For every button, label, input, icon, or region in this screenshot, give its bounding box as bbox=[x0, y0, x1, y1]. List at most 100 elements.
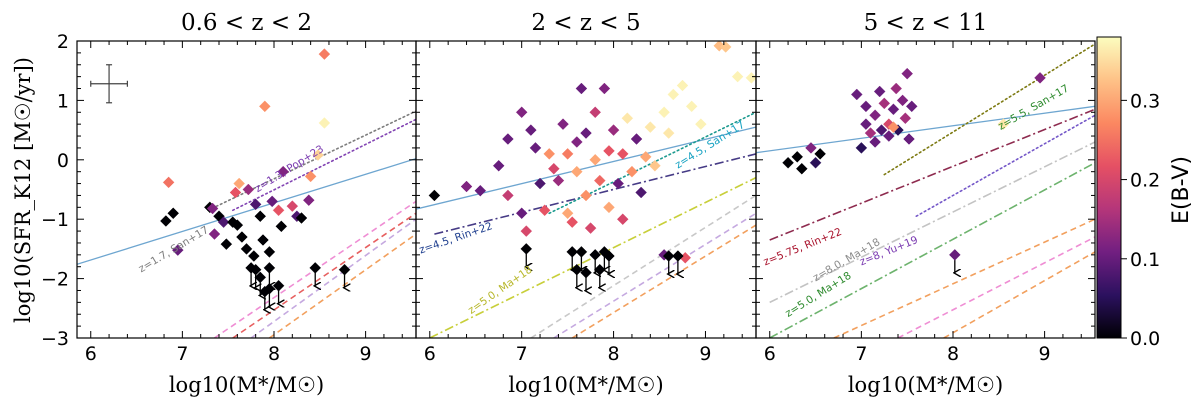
data-point bbox=[220, 238, 233, 250]
data-point bbox=[303, 194, 315, 206]
data-point bbox=[644, 121, 657, 133]
data-point bbox=[248, 250, 260, 262]
x-axis-label: log10(M*/M☉) bbox=[508, 373, 663, 397]
relation-line-1 bbox=[77, 157, 416, 265]
data-point bbox=[525, 124, 537, 136]
x-tick-label: 7 bbox=[516, 343, 528, 365]
data-point bbox=[685, 100, 698, 113]
data-point bbox=[713, 41, 726, 52]
relation-line-2 bbox=[883, 43, 1095, 176]
data-point bbox=[571, 165, 583, 178]
data-point bbox=[814, 148, 826, 160]
x-tick-label: 7 bbox=[855, 343, 867, 365]
panel-3: z=5.5, San+17z=5.75, Rin+22 z=8, Yu+19z=8… bbox=[755, 10, 1096, 397]
relation-line-4 bbox=[769, 108, 1095, 241]
data-point bbox=[580, 127, 592, 139]
colorbar-tick-label: 0.0 bbox=[1130, 328, 1160, 350]
data-point bbox=[905, 100, 918, 113]
data-point bbox=[598, 82, 611, 95]
panel-title: 0.6 < z < 2 bbox=[181, 10, 312, 36]
data-point bbox=[878, 97, 891, 110]
y-tick-label: −1 bbox=[41, 209, 69, 231]
data-point bbox=[616, 148, 629, 160]
relation-line-5 bbox=[530, 194, 756, 338]
x-tick-label: 8 bbox=[268, 343, 280, 365]
tick-marks bbox=[77, 40, 416, 339]
y-tick-label: −3 bbox=[41, 328, 69, 350]
upper-limit-point bbox=[263, 262, 276, 274]
x-tick-label: 6 bbox=[85, 343, 97, 365]
panel-2: z=4.5, Rin+22z=4.5, San+17z=5.0, Ma+18 6 7… bbox=[415, 10, 757, 397]
data-point bbox=[162, 176, 175, 189]
x-tick-label: 6 bbox=[764, 343, 776, 365]
data-point bbox=[515, 207, 528, 220]
data-point bbox=[236, 231, 248, 243]
data-point bbox=[552, 174, 565, 187]
data-point bbox=[233, 177, 245, 190]
x-tick-label: 6 bbox=[424, 343, 436, 365]
data-point bbox=[594, 174, 606, 187]
data-point bbox=[304, 170, 317, 183]
data-point bbox=[520, 225, 533, 237]
data-point bbox=[561, 148, 574, 160]
data-point bbox=[791, 151, 804, 163]
data-point bbox=[630, 133, 643, 145]
relation-line-2 bbox=[434, 153, 756, 235]
data-point bbox=[719, 41, 732, 53]
data-point bbox=[543, 148, 556, 160]
panel-title: 2 < z < 5 bbox=[531, 10, 640, 36]
data-point bbox=[529, 142, 542, 154]
data-point bbox=[603, 201, 615, 214]
data-point bbox=[208, 228, 221, 240]
data-point bbox=[584, 222, 597, 234]
upper-limit-point bbox=[263, 282, 276, 295]
data-point bbox=[658, 106, 670, 119]
relation-line-8 bbox=[897, 236, 1095, 338]
data-point bbox=[997, 118, 1010, 130]
data-point bbox=[561, 207, 574, 220]
data-point bbox=[240, 243, 253, 255]
data-point bbox=[277, 165, 289, 178]
panel-frame bbox=[755, 40, 1096, 339]
data-point bbox=[515, 106, 528, 119]
data-point bbox=[612, 177, 624, 190]
data-point bbox=[667, 88, 680, 101]
colorbar-tick-label: 0.1 bbox=[1130, 249, 1160, 271]
upper-limit-point bbox=[672, 250, 684, 262]
line-annotation: z=4.5, Rin+22 bbox=[418, 220, 494, 256]
data-point bbox=[809, 156, 822, 169]
upper-limit-point bbox=[580, 266, 592, 279]
data-point bbox=[860, 100, 872, 113]
data-point bbox=[649, 159, 661, 172]
data-point bbox=[286, 200, 299, 212]
data-point bbox=[318, 117, 331, 129]
data-point bbox=[796, 162, 808, 175]
data-point bbox=[875, 124, 888, 136]
data-point bbox=[318, 48, 331, 60]
data-point bbox=[492, 159, 505, 172]
data-point bbox=[589, 106, 601, 119]
data-point bbox=[474, 184, 487, 197]
data-point bbox=[883, 130, 895, 142]
line-annotation: z=5.5, San+17 bbox=[996, 83, 1071, 133]
data-point bbox=[607, 124, 620, 136]
relation-line-7 bbox=[833, 218, 1095, 338]
data-point bbox=[538, 204, 551, 217]
relation-line-3 bbox=[915, 114, 1095, 217]
data-point bbox=[676, 79, 689, 92]
data-point bbox=[263, 246, 276, 258]
data-point bbox=[502, 189, 514, 202]
data-point bbox=[805, 142, 817, 154]
data-point bbox=[534, 177, 546, 190]
data-point bbox=[257, 234, 269, 246]
upper-limit-point bbox=[603, 250, 615, 262]
data-point bbox=[603, 145, 615, 157]
data-point bbox=[626, 165, 638, 178]
panel-title: 5 < z < 11 bbox=[864, 10, 988, 36]
data-point bbox=[266, 195, 278, 208]
relation-line-7 bbox=[571, 224, 756, 338]
relation-line-3 bbox=[232, 118, 416, 212]
data-point bbox=[259, 100, 271, 113]
data-point bbox=[869, 109, 881, 122]
